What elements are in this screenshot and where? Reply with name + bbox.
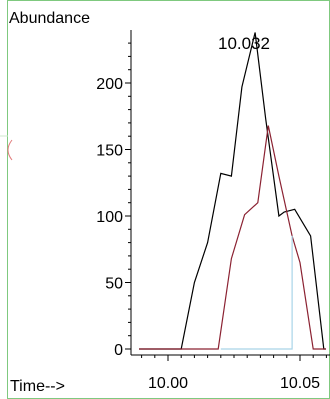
x-axis-label: Time--> xyxy=(10,378,65,395)
y-tick-label: 200 xyxy=(96,76,123,93)
y-tick-label: 0 xyxy=(114,342,123,359)
series-layer xyxy=(139,32,326,350)
x-tick-label: 10.00 xyxy=(148,375,188,392)
y-tick-label: 50 xyxy=(105,276,123,293)
y-tick-label: 100 xyxy=(96,209,123,226)
chart-frame xyxy=(7,0,330,399)
series-line-1 xyxy=(139,32,326,350)
y-axis-label: Abundance xyxy=(9,10,90,27)
axes xyxy=(130,30,330,356)
series-line-2 xyxy=(139,125,326,350)
series-line-3 xyxy=(220,235,293,350)
peak-annotation: 10.032 xyxy=(218,34,270,53)
x-axis-ticks: 10.00 10.05 xyxy=(141,355,327,392)
edge-mark xyxy=(7,139,13,161)
y-axis-ticks: 0 50 100 150 200 xyxy=(96,42,131,359)
y-tick-label: 150 xyxy=(96,143,123,160)
x-tick-label: 10.05 xyxy=(280,375,320,392)
